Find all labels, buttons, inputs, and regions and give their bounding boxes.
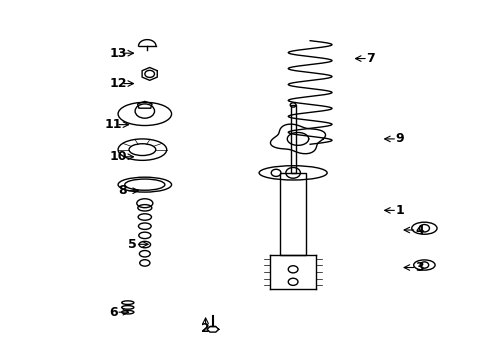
Text: 8: 8: [119, 184, 127, 197]
Text: 10: 10: [109, 150, 126, 163]
Text: 2: 2: [201, 322, 209, 335]
Text: 6: 6: [109, 306, 117, 319]
Bar: [279, 173, 306, 255]
Text: 4: 4: [414, 224, 423, 237]
Text: 5: 5: [128, 238, 137, 251]
Text: 12: 12: [109, 77, 126, 90]
Text: 9: 9: [395, 132, 404, 145]
Text: 3: 3: [414, 261, 423, 274]
Bar: [290, 105, 295, 173]
Text: 13: 13: [109, 47, 126, 60]
Text: 7: 7: [366, 52, 374, 65]
Text: 11: 11: [104, 118, 122, 131]
Text: 1: 1: [395, 204, 404, 217]
